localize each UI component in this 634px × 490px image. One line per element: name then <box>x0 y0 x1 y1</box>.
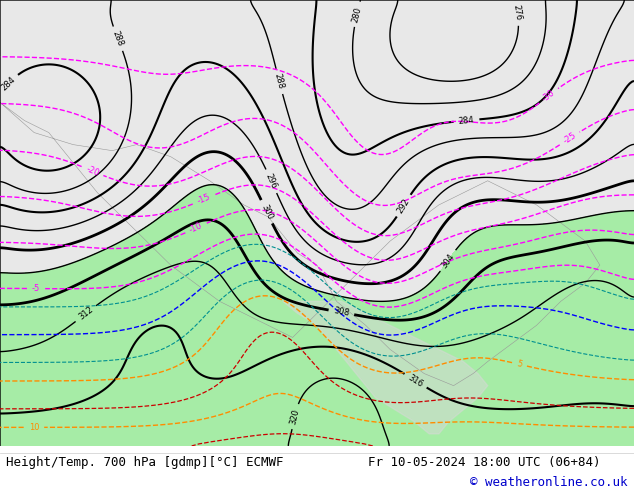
Text: 5: 5 <box>516 359 523 369</box>
Text: -25: -25 <box>562 131 578 146</box>
Text: 284: 284 <box>458 115 475 126</box>
Text: 296: 296 <box>264 172 279 190</box>
Text: 304: 304 <box>440 251 456 270</box>
Text: 276: 276 <box>512 4 523 22</box>
Text: 300: 300 <box>259 203 274 221</box>
Text: © weatheronline.co.uk: © weatheronline.co.uk <box>470 476 628 489</box>
Text: 284: 284 <box>0 75 17 92</box>
Text: 320: 320 <box>288 408 301 425</box>
Text: -10: -10 <box>188 221 204 235</box>
Text: Fr 10-05-2024 18:00 UTC (06+84): Fr 10-05-2024 18:00 UTC (06+84) <box>368 456 600 469</box>
Text: 312: 312 <box>77 305 95 322</box>
Text: 316: 316 <box>406 373 425 389</box>
Text: Height/Temp. 700 hPa [gdmp][°C] ECMWF: Height/Temp. 700 hPa [gdmp][°C] ECMWF <box>6 456 284 469</box>
Polygon shape <box>283 301 488 434</box>
Text: 10: 10 <box>29 423 39 432</box>
Text: 280: 280 <box>351 5 363 23</box>
Text: 292: 292 <box>396 196 411 215</box>
Text: -20: -20 <box>84 164 100 178</box>
Text: 308: 308 <box>333 306 350 318</box>
Text: 288: 288 <box>273 73 286 90</box>
Text: 288: 288 <box>111 29 125 48</box>
Text: -15: -15 <box>196 193 212 206</box>
Text: -30: -30 <box>540 88 557 103</box>
Text: -5: -5 <box>32 284 40 293</box>
